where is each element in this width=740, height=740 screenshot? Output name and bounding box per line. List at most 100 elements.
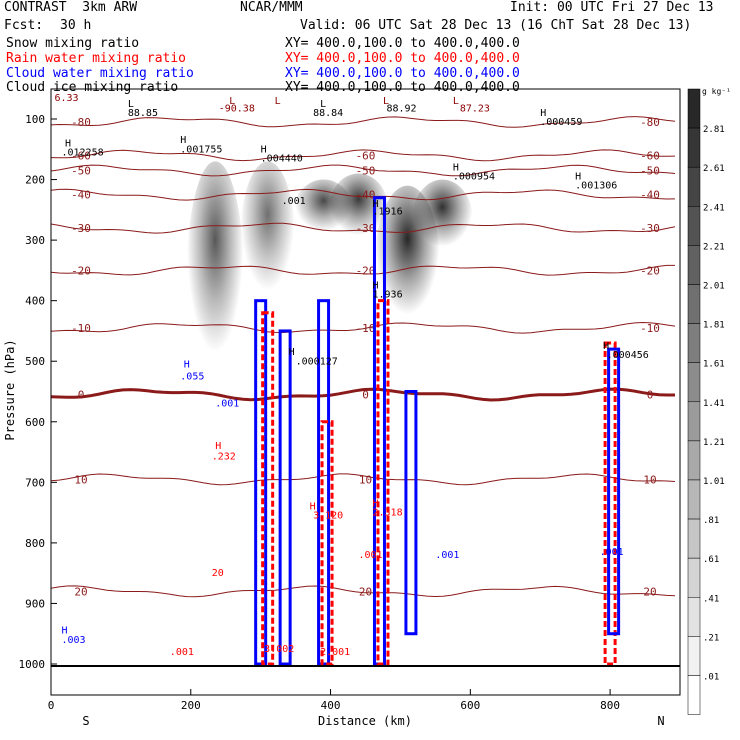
x-tick-label: 600 (460, 699, 480, 712)
hydrometeor-column (376, 299, 390, 666)
isotherm-label: 10 (359, 473, 372, 486)
isotherm-label: -20 (640, 264, 660, 277)
isotherm-label: 20 (359, 585, 372, 598)
extrema-label: H (261, 144, 267, 155)
isotherm-label: 0 (78, 389, 85, 402)
extrema-label: H (575, 172, 581, 183)
colorbar-label: .81 (703, 516, 719, 526)
north-label: N (657, 714, 664, 728)
extrema-label: .003 (61, 635, 85, 646)
extrema-label: H (603, 341, 609, 352)
isotherm-line (51, 149, 676, 162)
y-tick-label: 300 (25, 234, 45, 247)
extrema-label: 1.936 (372, 290, 402, 301)
colorbar-swatch (687, 479, 701, 520)
extrema-label: 6.33 (54, 93, 78, 104)
hydrometeor-column (254, 299, 268, 666)
colorbar-label: 1.41 (703, 399, 725, 409)
y-tick-label: 100 (25, 113, 45, 126)
colorbar-swatch (687, 557, 701, 598)
extrema-label: L (275, 96, 281, 107)
hydrometeor-column (603, 341, 617, 666)
field-rain-name: Rain water mixing ratio (6, 51, 187, 66)
isotherm-label: -80 (640, 116, 660, 129)
extrema-label: .232 (212, 451, 236, 462)
extrema-label: H (180, 135, 186, 146)
field-snow-name: Snow mixing ratio (6, 36, 140, 51)
isotherm-label: -40 (71, 189, 91, 202)
valid-time: Valid: 06 UTC Sat 28 Dec 13 (16 ChT Sat … (300, 18, 692, 33)
extrema-label: .001 (435, 550, 459, 561)
colorbar-label: 2.01 (703, 281, 725, 291)
y-tick-label: 200 (25, 174, 45, 187)
field-cloudice-xy: XY= 400.0,100.0 to 400.0,400.0 (285, 80, 520, 95)
hydrometeor-column (278, 329, 292, 666)
isotherm-label: -50 (356, 164, 376, 177)
isotherm-line (51, 116, 676, 128)
extrema-label: H (310, 502, 316, 513)
extrema-label: .055 (180, 371, 204, 382)
extrema-label: H (184, 359, 190, 370)
y-tick-label: 800 (25, 537, 45, 550)
colorbar-label: 2.41 (703, 203, 725, 213)
colorbar-label: .61 (703, 555, 719, 565)
isotherm-label: -60 (640, 149, 660, 162)
snow-plume (411, 179, 473, 259)
y-axis-label: Pressure (hPa) (3, 339, 17, 440)
isotherm-label: -30 (356, 222, 376, 235)
extrema-label: H (61, 626, 67, 637)
colorbar-label: .41 (703, 594, 719, 604)
y-tick-label: 900 (25, 597, 45, 610)
colorbar-swatch (687, 440, 701, 481)
isotherm-label: -10 (71, 322, 91, 335)
extrema-label: 3.120 (313, 511, 343, 522)
colorbar-swatch (687, 597, 701, 637)
isotherm-label: -50 (640, 164, 660, 177)
colorbar-swatch (687, 362, 701, 403)
plot-frame (50, 88, 681, 696)
colorbar-label: 2.61 (703, 164, 725, 174)
colorbar-swatch (687, 675, 701, 715)
isotherm-label: 20 (74, 585, 87, 598)
isotherm-line (51, 387, 675, 402)
x-tick-label: 200 (181, 699, 201, 712)
snow-plume (240, 161, 295, 313)
extrema-label: .000954 (453, 172, 495, 183)
extrema-label: 2.318 (372, 508, 402, 519)
colorbar-label: 1.81 (703, 321, 725, 331)
colorbar-swatch (687, 284, 701, 324)
hydrometeor-column (317, 299, 331, 666)
colorbar-label: 1.21 (703, 438, 725, 448)
isotherm-label: -80 (71, 116, 91, 129)
field-cloudwater-name: Cloud water mixing ratio (6, 66, 194, 81)
hydrometeor-column (404, 390, 418, 636)
colorbar-swatch (687, 323, 701, 363)
colorbar-label: 1.01 (703, 477, 725, 487)
extrema-label: 88.84 (313, 108, 343, 119)
y-tick-label: 600 (25, 416, 45, 429)
isotherm-label: -40 (640, 189, 660, 202)
extrema-label: H (372, 199, 378, 210)
extrema-label: 87.23 (460, 104, 490, 115)
extrema-label: .000459 (540, 117, 582, 128)
field-rain-xy: XY= 400.0,100.0 to 400.0,400.0 (285, 51, 520, 66)
extrema-label: .001 (215, 399, 239, 410)
isotherm-label: 0 (362, 389, 369, 402)
extrema-label: .001 (359, 550, 383, 561)
extrema-label: H (540, 108, 546, 119)
extrema-label: .001 (600, 547, 624, 558)
y-tick-label: 400 (25, 295, 45, 308)
isotherm-label: -20 (356, 264, 376, 277)
extrema-label: L (320, 99, 326, 110)
colorbar-label: 1.61 (703, 360, 725, 370)
center-label: NCAR/MMM (240, 0, 303, 15)
colorbar-swatch (687, 245, 701, 285)
x-axis-label: Distance (km) (318, 714, 412, 728)
extrema-label: 2.001 (320, 647, 350, 658)
extrema-label: 88.85 (128, 108, 158, 119)
fcst-label: Fcst: (4, 18, 44, 33)
isotherm-line (51, 473, 676, 486)
extrema-label: L (383, 96, 389, 107)
field-cloudwater-xy: XY= 400.0,100.0 to 400.0,400.0 (285, 66, 520, 81)
